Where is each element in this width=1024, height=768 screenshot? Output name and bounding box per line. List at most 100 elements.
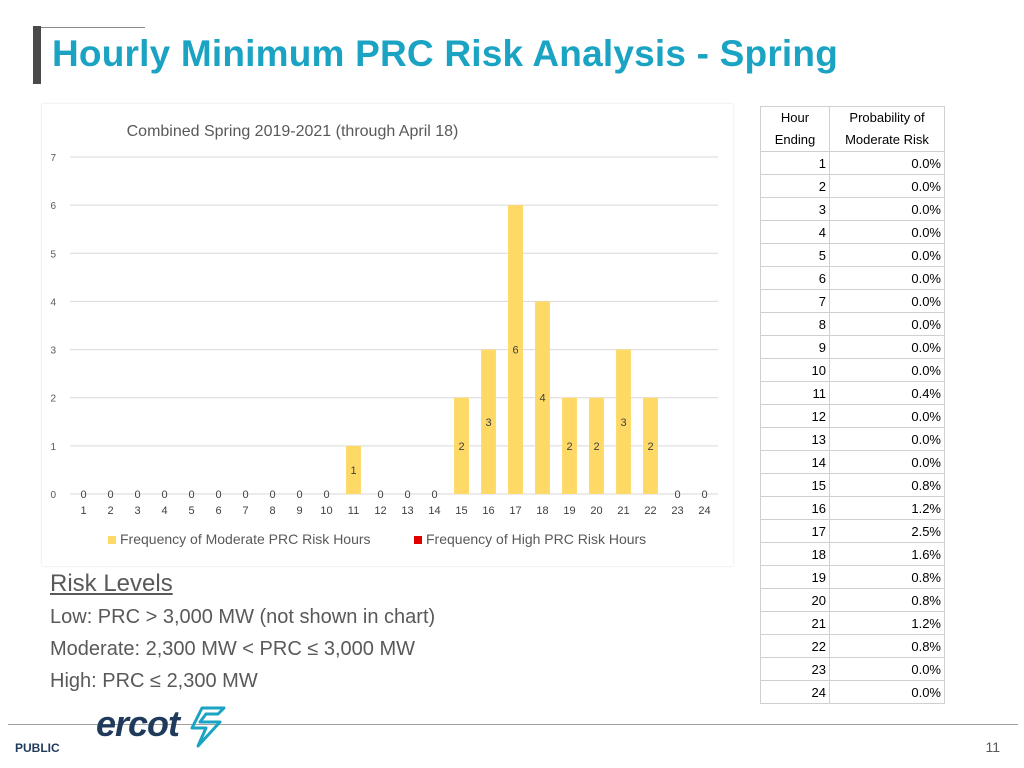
risk-level-low: Low: PRC > 3,000 MW (not shown in chart)	[50, 606, 436, 628]
x-tick-label: 9	[296, 505, 302, 517]
header-hour-ending: Hour Ending	[760, 106, 830, 152]
bar-data-label: 2	[647, 441, 653, 453]
bar	[481, 349, 496, 494]
table-row: 9 0.0%	[760, 335, 945, 359]
table-row: 22 0.8%	[760, 634, 945, 658]
x-tick-label: 3	[134, 505, 140, 517]
cell-hour: 2	[760, 174, 830, 198]
bar-data-label: 0	[701, 489, 707, 501]
cell-probability: 0.0%	[829, 220, 945, 244]
header-hour-line1: Hour	[780, 110, 810, 125]
table-row: 5 0.0%	[760, 243, 945, 267]
table-row: 14 0.0%	[760, 450, 945, 474]
cell-probability: 1.2%	[829, 496, 945, 520]
page-number: 11	[985, 739, 1000, 755]
risk-level-high: High: PRC ≤ 2,300 MW	[50, 670, 258, 692]
table-row: 1 0.0%	[760, 151, 945, 175]
x-tick-label: 24	[698, 505, 710, 517]
x-tick-label: 4	[161, 505, 167, 517]
bar-data-label: 2	[458, 441, 464, 453]
bar-data-label: 0	[161, 489, 167, 501]
chart-panel: Combined Spring 2019-2021 (through April…	[42, 104, 733, 566]
y-tick-label: 4	[50, 297, 56, 308]
bar	[346, 445, 361, 494]
table-row: 19 0.8%	[760, 565, 945, 589]
bar-data-label: 0	[134, 489, 140, 501]
cell-hour: 11	[760, 381, 830, 405]
table-row: 15 0.8%	[760, 473, 945, 497]
bar	[562, 397, 577, 494]
bar-data-label: 6	[512, 345, 518, 357]
bar-data-label: 0	[80, 489, 86, 501]
cell-probability: 0.0%	[829, 197, 945, 221]
cell-hour: 7	[760, 289, 830, 313]
table-row: 8 0.0%	[760, 312, 945, 336]
footer-rule	[8, 724, 1018, 725]
bar-data-label: 0	[107, 489, 113, 501]
cell-hour: 9	[760, 335, 830, 359]
table-row: 13 0.0%	[760, 427, 945, 451]
bar-data-label: 0	[296, 489, 302, 501]
page-title: Hourly Minimum PRC Risk Analysis - Sprin…	[52, 33, 839, 74]
cell-hour: 18	[760, 542, 830, 566]
cell-hour: 22	[760, 634, 830, 658]
bar	[616, 349, 631, 494]
x-tick-label: 15	[455, 505, 467, 517]
cell-probability: 0.4%	[829, 381, 945, 405]
x-tick-label: 7	[242, 505, 248, 517]
table-row: 6 0.0%	[760, 266, 945, 290]
bar-chart: Combined Spring 2019-2021 (through April…	[50, 123, 718, 547]
cell-hour: 6	[760, 266, 830, 290]
risk-levels: Risk Levels Low: PRC > 3,000 MW (not sho…	[50, 570, 435, 702]
cell-hour: 14	[760, 450, 830, 474]
bar-data-label: 1	[350, 465, 356, 477]
cell-hour: 3	[760, 197, 830, 221]
y-tick-label: 7	[50, 153, 56, 164]
cell-probability: 0.0%	[829, 680, 945, 704]
cell-probability: 0.0%	[829, 289, 945, 313]
cell-probability: 1.2%	[829, 611, 945, 635]
risk-level-moderate: Moderate: 2,300 MW < PRC ≤ 3,000 MW	[50, 638, 415, 660]
bar-data-label: 4	[539, 393, 545, 405]
ercot-logo: ercot	[96, 703, 226, 748]
table-header-row: Hour Ending Probability of Moderate Risk	[760, 106, 945, 152]
cell-hour: 16	[760, 496, 830, 520]
bar	[643, 397, 658, 494]
cell-probability: 0.0%	[829, 151, 945, 175]
table-row: 17 2.5%	[760, 519, 945, 543]
cell-probability: 2.5%	[829, 519, 945, 543]
title-top-rule	[35, 27, 145, 28]
bar	[454, 397, 469, 494]
bar-data-label: 3	[485, 417, 491, 429]
table-row: 2 0.0%	[760, 174, 945, 198]
legend-swatch	[108, 536, 116, 544]
cell-probability: 0.0%	[829, 427, 945, 451]
table-row: 16 1.2%	[760, 496, 945, 520]
x-tick-label: 17	[509, 505, 521, 517]
cell-probability: 0.0%	[829, 312, 945, 336]
table-row: 24 0.0%	[760, 680, 945, 704]
bar-data-label: 2	[566, 441, 572, 453]
cell-probability: 0.0%	[829, 450, 945, 474]
title-accent-bar	[33, 26, 41, 84]
cell-hour: 20	[760, 588, 830, 612]
cell-probability: 0.0%	[829, 266, 945, 290]
x-tick-label: 20	[590, 505, 602, 517]
x-tick-label: 10	[320, 505, 332, 517]
legend-label: Frequency of Moderate PRC Risk Hours	[120, 531, 371, 547]
header-hour-line2: Ending	[774, 132, 816, 147]
x-tick-label: 18	[536, 505, 548, 517]
cell-hour: 10	[760, 358, 830, 382]
x-tick-label: 1	[80, 505, 86, 517]
bar-data-label: 2	[593, 441, 599, 453]
table-row: 7 0.0%	[760, 289, 945, 313]
bar-data-label: 0	[242, 489, 248, 501]
cell-hour: 12	[760, 404, 830, 428]
chart-title: Combined Spring 2019-2021 (through April…	[127, 123, 459, 140]
table-row: 4 0.0%	[760, 220, 945, 244]
cell-probability: 0.8%	[829, 473, 945, 497]
table-row: 21 1.2%	[760, 611, 945, 635]
y-tick-label: 0	[50, 490, 56, 501]
x-tick-label: 5	[188, 505, 194, 517]
probability-table: Hour Ending Probability of Moderate Risk…	[760, 106, 945, 704]
